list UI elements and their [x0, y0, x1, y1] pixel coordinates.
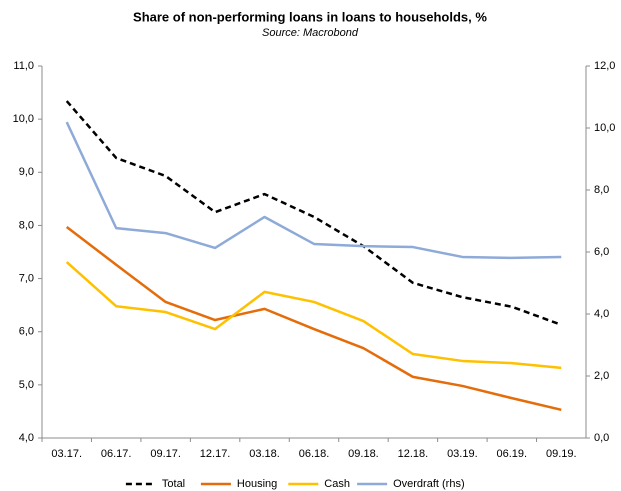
- y-tick-label: 6,0: [19, 326, 34, 338]
- y2-tick-label: 4,0: [594, 308, 609, 320]
- y2-tick-label: 12,0: [594, 60, 615, 72]
- legend-label: Overdraft (rhs): [393, 478, 465, 490]
- series-line: [65, 100, 562, 326]
- x-tick-label: 09.17.: [150, 448, 181, 460]
- y2-tick-label: 8,0: [594, 184, 609, 196]
- y-tick-label: 9,0: [19, 166, 34, 178]
- series-line: [65, 261, 562, 370]
- chart-title: Share of non-performing loans in loans t…: [133, 9, 487, 24]
- y2-tick-label: 10,0: [594, 122, 615, 134]
- x-tick-label: 09.18.: [348, 448, 379, 460]
- x-tick-label: 06.17.: [101, 448, 132, 460]
- y-tick-label: 10,0: [13, 113, 34, 125]
- y2-tick-label: 6,0: [594, 246, 609, 258]
- y-tick-label: 7,0: [19, 272, 34, 284]
- x-tick-label: 03.19.: [447, 448, 478, 460]
- y2-tick-label: 2,0: [594, 370, 609, 382]
- x-tick-label: 06.19.: [497, 448, 528, 460]
- x-tick-label: 09.19.: [546, 448, 577, 460]
- series-line: [65, 226, 562, 412]
- x-tick-label: 06.18.: [299, 448, 330, 460]
- x-tick-label: 03.18.: [249, 448, 280, 460]
- legend-label: Housing: [237, 478, 277, 490]
- x-tick-label: 12.17.: [200, 448, 231, 460]
- y2-tick-label: 0,0: [594, 432, 609, 444]
- series-line: [65, 121, 562, 260]
- legend-label: Total: [162, 478, 185, 490]
- y-tick-label: 11,0: [13, 60, 34, 72]
- y-tick-label: 8,0: [19, 219, 34, 231]
- chart-subtitle: Source: Macrobond: [262, 27, 359, 39]
- y-tick-label: 5,0: [19, 379, 34, 391]
- x-tick-label: 03.17.: [51, 448, 82, 460]
- x-tick-label: 12.18.: [398, 448, 429, 460]
- y-tick-label: 4,0: [19, 432, 34, 444]
- legend-label: Cash: [324, 478, 350, 490]
